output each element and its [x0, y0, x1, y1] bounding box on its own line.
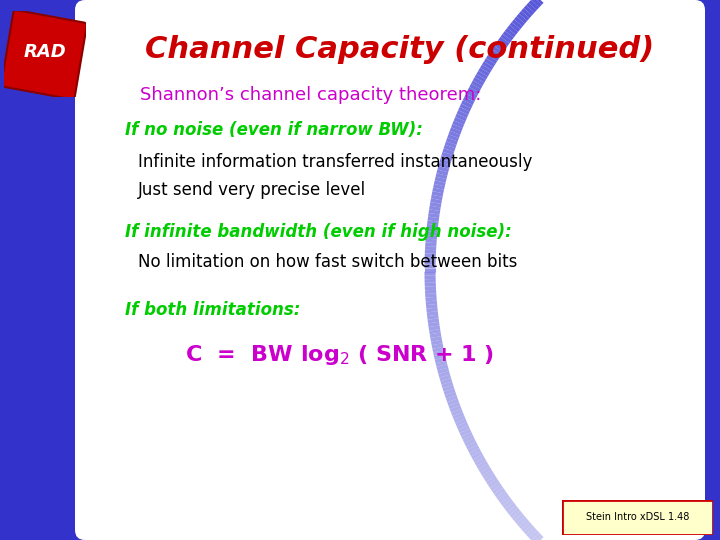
Text: Just send very precise level: Just send very precise level	[138, 181, 366, 199]
Text: No limitation on how fast switch between bits: No limitation on how fast switch between…	[138, 253, 518, 271]
Text: If infinite bandwidth (even if high noise):: If infinite bandwidth (even if high nois…	[125, 223, 512, 241]
FancyBboxPatch shape	[75, 0, 705, 540]
Text: C  =  BW log$_2$ ( SNR + 1 ): C = BW log$_2$ ( SNR + 1 )	[185, 343, 494, 367]
Text: If no noise (even if narrow BW):: If no noise (even if narrow BW):	[125, 121, 423, 139]
Text: Stein Intro xDSL 1.48: Stein Intro xDSL 1.48	[585, 512, 689, 522]
Text: RAD: RAD	[24, 43, 67, 62]
Text: Infinite information transferred instantaneously: Infinite information transferred instant…	[138, 153, 532, 171]
Text: Channel Capacity (continued): Channel Capacity (continued)	[145, 36, 654, 64]
FancyBboxPatch shape	[562, 500, 713, 535]
Text: If both limitations:: If both limitations:	[125, 301, 300, 319]
FancyBboxPatch shape	[1, 10, 86, 99]
Text: Shannon’s channel capacity theorem:: Shannon’s channel capacity theorem:	[140, 86, 482, 104]
